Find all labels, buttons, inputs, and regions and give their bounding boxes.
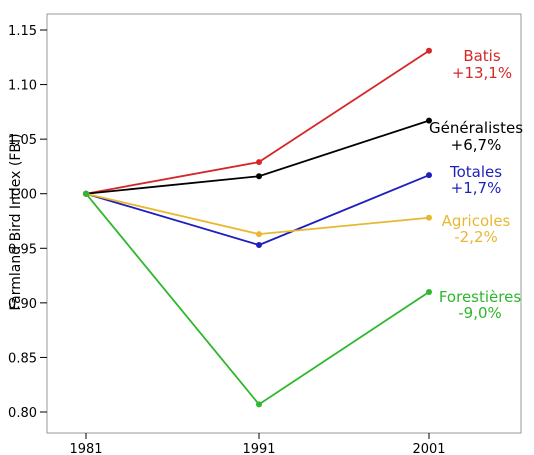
y-tick-label: 1.05	[8, 133, 37, 148]
series-lines	[85, 49, 430, 406]
y-axis: 0.80 0.85 0.90 0.95 1.00 1.05 1.10 1.15	[8, 24, 47, 421]
series-name-label: Agricoles	[442, 212, 511, 230]
series-change-label: +13,1%	[452, 64, 512, 82]
x-axis: 1981 1991 2001	[69, 433, 446, 455]
data-point	[256, 401, 262, 408]
x-tick-label: 2001	[412, 442, 445, 455]
y-tick-label: 0.95	[8, 242, 37, 257]
y-tick-label: 1.15	[8, 24, 37, 39]
x-tick-label: 1981	[69, 442, 102, 455]
data-point	[256, 231, 262, 238]
series-line	[85, 119, 430, 195]
data-point	[426, 172, 432, 179]
series-name-label: Totales	[449, 163, 502, 181]
y-tick-label: 0.90	[8, 297, 37, 312]
y-tick-label: 1.00	[8, 188, 37, 203]
y-tick-label: 0.80	[8, 406, 37, 421]
series-line	[85, 49, 430, 195]
plot-frame	[46, 13, 522, 434]
series-change-label: +6,7%	[451, 136, 502, 154]
series-change-label: +1,7%	[451, 179, 502, 197]
data-point	[426, 288, 432, 295]
series-name-label: Généralistes	[429, 119, 523, 137]
series-change-label: -9,0%	[458, 304, 502, 322]
series-name-label: Forestières	[439, 288, 521, 306]
data-point	[426, 117, 432, 124]
x-tick-label: 1991	[242, 442, 275, 455]
series-change-label: -2,2%	[454, 228, 498, 246]
y-axis-title: Farmland Bird Index (FBI)	[8, 133, 24, 310]
data-point	[256, 242, 262, 249]
series-line	[85, 193, 430, 406]
y-tick-label: 1.10	[8, 79, 37, 94]
y-tick-label: 0.85	[8, 351, 37, 366]
data-point	[426, 214, 432, 221]
data-point	[83, 190, 89, 197]
data-point	[256, 159, 262, 166]
series-name-label: Batis	[463, 47, 501, 65]
series-labels: Batis+13,1% Généralistes+6,7% Totales+1,7%…	[429, 47, 523, 322]
series-line	[85, 192, 430, 236]
data-point	[256, 173, 262, 180]
data-point	[426, 47, 432, 54]
series-points	[83, 47, 432, 408]
